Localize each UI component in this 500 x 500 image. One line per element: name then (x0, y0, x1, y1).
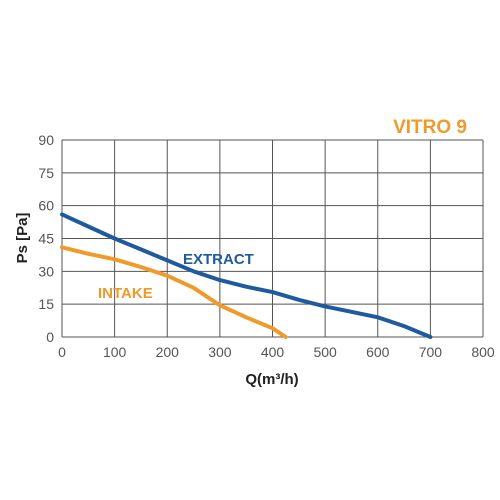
series-lines (60, 212, 433, 339)
series-label-extract: EXTRACT (183, 251, 254, 268)
y-tick-label: 90 (38, 132, 54, 148)
y-axis-label: Ps [Pa] (14, 213, 31, 264)
series-label-intake: INTAKE (98, 285, 153, 302)
y-tick-label: 75 (38, 165, 54, 181)
x-tick-label: 500 (313, 344, 337, 360)
y-tick-label: 45 (38, 231, 54, 247)
x-tick-label: 800 (471, 344, 495, 360)
x-tick-label: 100 (103, 344, 127, 360)
series-line-intake (60, 245, 288, 339)
y-tick-label: 0 (46, 329, 54, 345)
y-axis-ticks: 0 15 30 45 60 75 90 (38, 132, 54, 345)
y-tick-label: 60 (38, 198, 54, 214)
y-tick-label: 30 (38, 263, 54, 279)
chart-title: VITRO 9 (393, 117, 467, 138)
grid (61, 139, 484, 338)
x-tick-label: 700 (419, 344, 443, 360)
x-tick-label: 400 (261, 344, 285, 360)
x-axis-label: Q(m³/h) (245, 371, 298, 388)
series-line-extract (60, 212, 433, 339)
x-tick-label: 0 (58, 344, 66, 360)
x-tick-label: 300 (208, 344, 232, 360)
x-axis-ticks: 0 100 200 300 400 500 600 700 800 (58, 344, 495, 360)
x-tick-label: 200 (156, 344, 180, 360)
y-tick-label: 15 (38, 296, 54, 312)
x-tick-label: 600 (366, 344, 390, 360)
